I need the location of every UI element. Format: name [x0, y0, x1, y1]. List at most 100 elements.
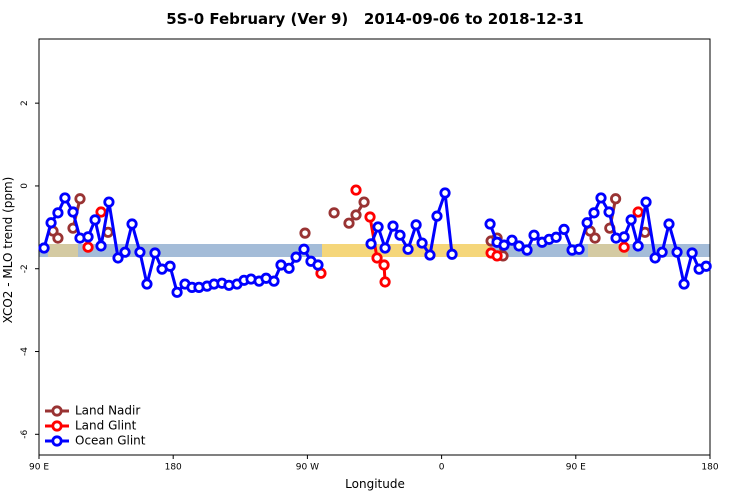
data-point [103, 196, 115, 208]
data-point [379, 276, 391, 288]
y-tick-label: 2 [20, 100, 30, 106]
x-tick-label: 180 [701, 463, 718, 473]
data-point [513, 240, 525, 252]
data-point [95, 240, 107, 252]
data-point [484, 218, 496, 230]
data-point [663, 218, 675, 230]
data-point [112, 252, 124, 264]
x-tick-label: 180 [165, 463, 182, 473]
data-point [59, 192, 71, 204]
data-point [52, 232, 64, 244]
data-point [394, 229, 406, 241]
data-point [372, 221, 384, 233]
data-point [491, 250, 503, 262]
data-point [446, 248, 458, 260]
data-point [618, 231, 630, 243]
data-point [528, 229, 540, 241]
data-point [573, 243, 585, 255]
data-point [558, 223, 570, 236]
data-point [45, 217, 57, 229]
data-point [343, 217, 355, 229]
legend-marker [51, 405, 63, 417]
legend-marker [51, 420, 63, 432]
data-point [640, 196, 652, 208]
data-point [89, 214, 101, 226]
data-point [550, 231, 562, 243]
data-point [82, 231, 94, 243]
data-point [95, 206, 107, 218]
data-point [126, 218, 138, 230]
data-point [171, 286, 183, 298]
data-point [141, 278, 153, 290]
data-point [700, 260, 712, 272]
x-tick-label: 90 E [29, 463, 49, 473]
data-point [410, 219, 422, 231]
y-tick-label: 0 [20, 183, 30, 189]
data-point [74, 193, 86, 205]
data-point [431, 210, 443, 222]
x-tick-label: 90 W [296, 463, 319, 473]
land-band [48, 244, 78, 257]
data-point [632, 240, 644, 252]
y-axis-title: XCO2 - MLO trend (ppm) [1, 177, 15, 324]
data-point [439, 187, 451, 199]
data-point [656, 246, 668, 258]
y-tick-label: -6 [20, 430, 30, 439]
data-point [371, 252, 383, 264]
legend-label: Land Glint [75, 419, 137, 433]
data-point [328, 207, 340, 219]
data-point [298, 243, 310, 255]
data-point [119, 246, 131, 258]
data-point [364, 211, 376, 223]
data-point [299, 227, 311, 239]
data-point [290, 251, 302, 263]
data-point [378, 259, 390, 271]
data-point [402, 243, 414, 255]
data-point [164, 260, 176, 272]
data-point [134, 246, 146, 258]
data-point [506, 234, 518, 246]
land-band [588, 244, 628, 257]
data-point [671, 246, 683, 258]
data-point [387, 220, 399, 232]
data-point [498, 239, 510, 251]
legend-marker [51, 435, 63, 447]
data-point [603, 206, 615, 218]
data-point [649, 252, 661, 264]
data-point [588, 207, 600, 219]
data-point [686, 247, 698, 259]
chart-title: 5S-0 February (Ver 9) 2014-09-06 to 2018… [166, 10, 583, 28]
legend-label: Land Nadir [75, 404, 140, 418]
y-tick-label: -4 [20, 347, 30, 356]
y-tick-label: -2 [20, 264, 30, 273]
data-point [521, 244, 533, 256]
data-point [38, 242, 50, 254]
data-point [283, 262, 295, 274]
data-point [67, 206, 79, 218]
data-point [416, 237, 428, 249]
data-point [358, 196, 370, 208]
data-point [149, 247, 161, 259]
data-point [595, 192, 607, 204]
data-point [678, 278, 690, 290]
data-point [82, 241, 94, 253]
data-point [589, 232, 601, 244]
data-point [581, 217, 593, 229]
data-point [618, 241, 630, 253]
data-point [312, 259, 324, 271]
x-tick-label: 0 [439, 463, 445, 473]
data-point [424, 249, 436, 261]
data-point [610, 193, 622, 205]
data-point [632, 206, 644, 218]
data-point [625, 214, 637, 226]
data-point [350, 184, 362, 196]
data-point [365, 238, 377, 250]
x-axis-title: Longitude [345, 477, 405, 491]
data-point [350, 209, 362, 221]
data-point [268, 275, 280, 287]
data-point [52, 207, 64, 219]
data-point [379, 242, 391, 254]
legend-label: Ocean Glint [75, 434, 146, 448]
